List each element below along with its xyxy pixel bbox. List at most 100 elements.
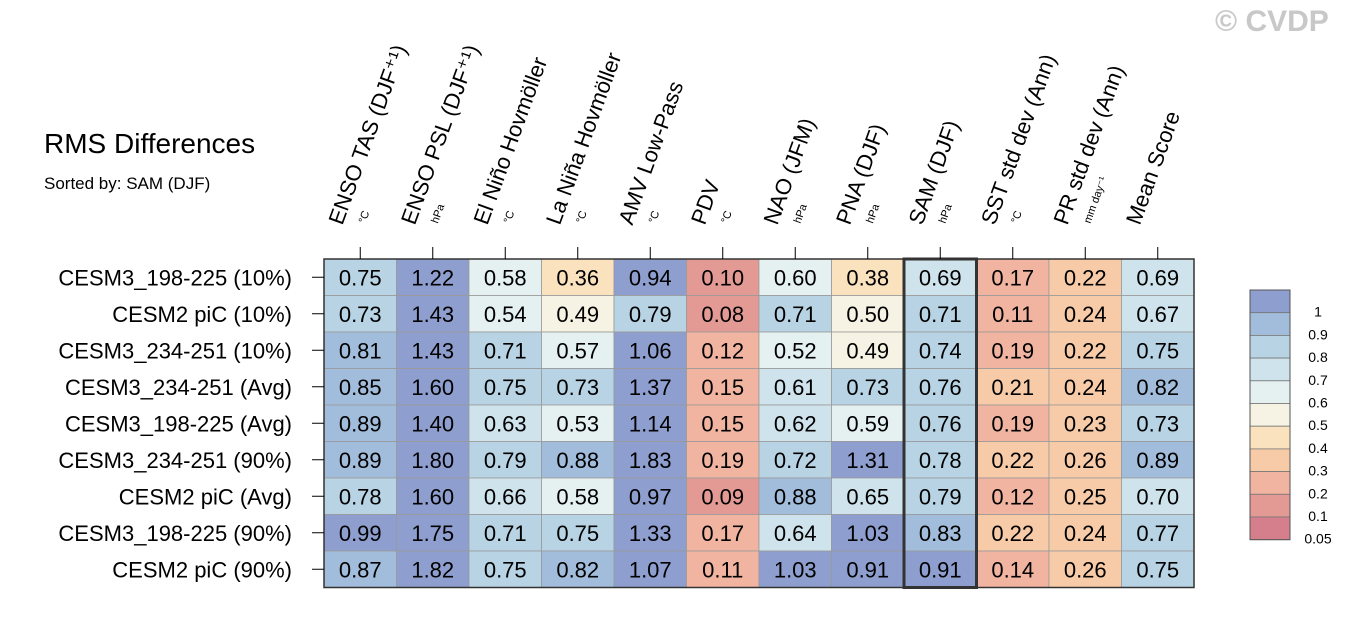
heatmap-cell — [541, 441, 615, 479]
heatmap-cell — [323, 331, 397, 369]
heatmap-cell — [1121, 550, 1195, 588]
column-unit-label: °C — [502, 209, 518, 225]
heatmap-cell — [1121, 477, 1195, 515]
cell-value-label: 0.26 — [1064, 448, 1107, 473]
column-unit-label: hPa — [792, 202, 810, 225]
heatmap-cell — [686, 477, 760, 515]
cell-value-label: 0.12 — [991, 484, 1034, 509]
cell-value-label: 0.23 — [1064, 411, 1107, 436]
cell-value-label: 0.62 — [774, 411, 817, 436]
cell-value-label: 0.54 — [484, 302, 527, 327]
cell-value-label: 0.14 — [991, 557, 1034, 582]
column-label: ENSO TAS (DJF⁺¹) — [323, 41, 411, 227]
colorbar-label: 0.5 — [1308, 417, 1328, 433]
cell-value-label: 0.22 — [991, 521, 1034, 546]
cell-value-label: 0.73 — [339, 302, 382, 327]
column-label: La Niña Hovmöller — [541, 49, 626, 228]
cell-value-label: 0.89 — [339, 411, 382, 436]
cell-value-label: 1.75 — [411, 521, 454, 546]
heatmap-cell — [1048, 514, 1122, 552]
column-unit-label: °C — [574, 209, 590, 225]
heatmap-cell — [686, 550, 760, 588]
heatmap-cell — [976, 441, 1050, 479]
colorbar-segment — [1249, 357, 1291, 382]
row-label: CESM3_234-251 (90%) — [58, 448, 292, 473]
heatmap-cell — [396, 477, 470, 515]
cell-value-label: 0.69 — [919, 265, 962, 290]
colorbar-label: 0.1 — [1308, 508, 1328, 524]
cell-value-label: 1.37 — [629, 375, 672, 400]
cell-value-label: 0.66 — [484, 484, 527, 509]
cell-value-label: 0.53 — [556, 411, 599, 436]
heatmap-cell — [686, 441, 760, 479]
cell-value-label: 0.89 — [339, 448, 382, 473]
heatmap-cell — [976, 404, 1050, 442]
row-label: CESM3_198-225 (10%) — [58, 265, 292, 290]
cell-value-label: 1.83 — [629, 448, 672, 473]
heatmap-cell — [323, 295, 397, 333]
cell-value-label: 0.15 — [701, 411, 744, 436]
heatmap-cell — [613, 477, 687, 515]
cell-value-label: 0.36 — [556, 265, 599, 290]
column-unit-label: hPa — [864, 202, 882, 225]
colorbar-label: 0.6 — [1308, 395, 1328, 411]
heatmap-cell — [396, 258, 470, 296]
heatmap-cell — [1121, 404, 1195, 442]
cell-value-label: 0.75 — [556, 521, 599, 546]
cell-value-label: 0.19 — [701, 448, 744, 473]
heatmap-cell — [613, 550, 687, 588]
cell-value-label: 0.81 — [339, 338, 382, 363]
cell-value-label: 0.22 — [991, 448, 1034, 473]
row-label: CESM2 piC (Avg) — [119, 484, 292, 509]
colorbar-segment — [1249, 493, 1291, 518]
cell-value-label: 0.79 — [919, 484, 962, 509]
column-label: SST std dev (Ann) — [976, 51, 1061, 228]
cell-value-label: 0.79 — [484, 448, 527, 473]
column-unit-label: °C — [719, 209, 735, 225]
cell-value-label: 0.75 — [1136, 338, 1179, 363]
row-label: CESM3_198-225 (Avg) — [65, 411, 292, 436]
heatmap-cell — [686, 331, 760, 369]
cell-value-label: 0.25 — [1064, 484, 1107, 509]
cell-value-label: 1.22 — [411, 265, 454, 290]
cell-value-label: 0.78 — [339, 484, 382, 509]
cell-value-label: 0.49 — [556, 302, 599, 327]
heatmap-cell — [758, 368, 832, 406]
heatmap-cell — [323, 441, 397, 479]
cell-value-label: 1.33 — [629, 521, 672, 546]
cell-value-label: 1.40 — [411, 411, 454, 436]
cvdp-watermark: © CVDP — [1215, 5, 1329, 38]
heatmap-cell — [686, 514, 760, 552]
column-label: Mean Score — [1121, 108, 1185, 228]
cell-value-label: 0.71 — [484, 338, 527, 363]
cell-value-label: 0.08 — [701, 302, 744, 327]
heatmap-cell — [613, 441, 687, 479]
heatmap-cell — [396, 441, 470, 479]
cell-value-label: 1.43 — [411, 338, 454, 363]
cell-value-label: 0.82 — [556, 557, 599, 582]
colorbar-segment — [1249, 471, 1291, 495]
cell-value-label: 0.38 — [846, 265, 889, 290]
cell-value-label: 0.75 — [484, 557, 527, 582]
heatmap-cell — [903, 477, 977, 515]
heatmap-cell — [541, 550, 615, 588]
heatmap-cell — [758, 441, 832, 479]
column-unit-label: °C — [357, 209, 373, 225]
cell-value-label: 0.22 — [1064, 338, 1107, 363]
cell-value-label: 0.76 — [919, 375, 962, 400]
heatmap-cell — [323, 404, 397, 442]
column-label: AMV Low-Pass — [613, 78, 688, 228]
colorbar-label: 1 — [1314, 304, 1322, 320]
column-unit-label: hPa — [937, 202, 955, 225]
heatmap-cell — [831, 550, 905, 588]
colorbar-label: 0.7 — [1308, 372, 1328, 388]
heatmap-cell — [613, 295, 687, 333]
cell-value-label: 0.50 — [846, 302, 889, 327]
cell-value-label: 1.80 — [411, 448, 454, 473]
colorbar-segment — [1249, 334, 1291, 359]
cell-value-label: 0.76 — [919, 411, 962, 436]
cell-value-label: 0.19 — [991, 411, 1034, 436]
column-unit-label: °C — [647, 209, 663, 225]
cell-value-label: 0.69 — [1136, 265, 1179, 290]
cell-value-label: 0.71 — [774, 302, 817, 327]
